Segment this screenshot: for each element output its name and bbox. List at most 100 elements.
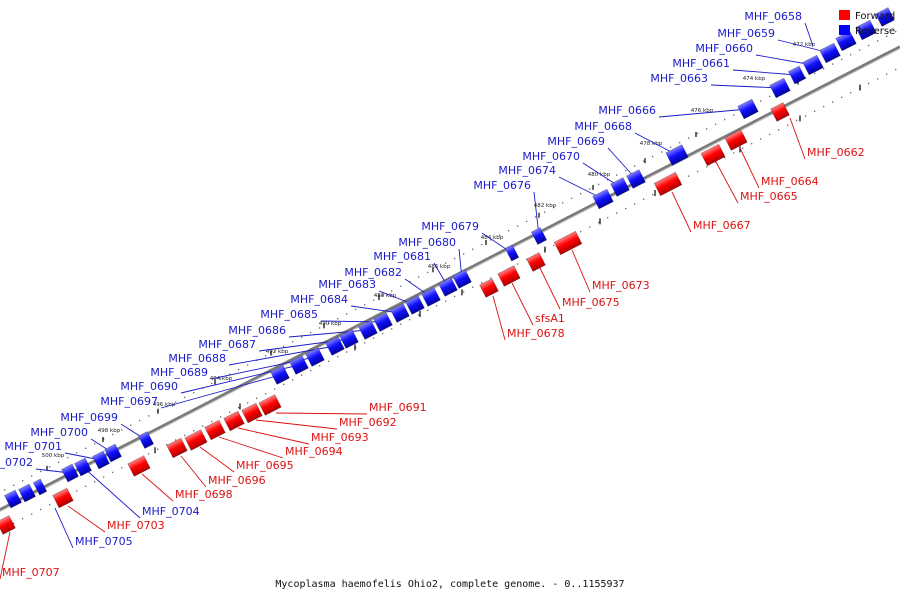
scale-label: 498 kbp — [98, 428, 121, 434]
reverse-gene-label: MHF_0683 — [318, 278, 376, 291]
reverse-gene-arrow — [452, 269, 472, 289]
reverse-gene-arrow — [592, 188, 614, 210]
forward-gene-arrow — [497, 265, 521, 287]
reverse-gene-label: MHF_0682 — [344, 266, 402, 279]
forward-gene-label: MHF_0675 — [562, 296, 620, 309]
reverse-gene-arrow — [18, 483, 36, 503]
forward-gene-arrow — [127, 455, 151, 477]
reverse-gene-arrow — [4, 489, 22, 509]
reverse-gene-label: MHF_0690 — [120, 380, 178, 393]
reverse-gene-label: MHF_0685 — [260, 308, 318, 321]
reverse-gene-arrow — [665, 144, 689, 166]
reverse-gene-label: MHF_0674 — [498, 164, 556, 177]
reverse-gene-label: MHF_0660 — [695, 42, 753, 55]
reverse-gene-arrow — [305, 347, 325, 367]
reverse-gene-label: MHF_0687 — [198, 338, 256, 351]
reverse-gene-arrow — [358, 320, 378, 340]
reverse-gene-arrow — [626, 169, 646, 189]
scale-label: 480 kbp — [588, 172, 611, 178]
reverse-gene-arrow — [504, 244, 520, 262]
reverse-gene-arrow — [289, 355, 309, 375]
forward-gene-label: MHF_0665 — [740, 190, 798, 203]
gene-arrows — [0, 7, 895, 535]
reverse-gene-arrow — [32, 478, 48, 496]
reverse-gene-label: MHF_0663 — [650, 72, 708, 85]
legend-forward-label: Forward — [855, 11, 895, 22]
reverse-gene-arrow — [61, 463, 79, 483]
reverse-gene-arrow — [390, 303, 410, 323]
reverse-gene-arrow — [421, 287, 441, 307]
forward-gene-label: MHF_0694 — [285, 445, 343, 458]
forward-gene-arrow — [653, 171, 683, 197]
forward-gene-arrow — [166, 437, 188, 459]
scale-label: 484 kbp — [481, 235, 504, 241]
reverse-gene-arrow — [405, 295, 425, 315]
reverse-gene-label: MHF_0661 — [672, 57, 730, 70]
forward-gene-arrow — [724, 129, 748, 151]
forward-gene-label: MHF_0698 — [175, 488, 233, 501]
scale-label: 476 kbp — [691, 108, 714, 114]
legend-reverse-swatch — [839, 25, 850, 35]
reverse-gene-label: MHF_0681 — [373, 250, 431, 263]
scale-label: 492 kbp — [266, 349, 289, 355]
forward-gene-label: MHF_0667 — [693, 219, 751, 232]
scale-label: 482 kbp — [534, 203, 557, 209]
scale-label: 478 kbp — [640, 141, 663, 147]
reverse-gene-label: MHF_0658 — [744, 10, 802, 23]
reverse-gene-arrow — [92, 450, 110, 470]
reverse-gene-label: MHF_0701 — [4, 440, 62, 453]
reverse-gene-label: MHF_0680 — [398, 236, 456, 249]
reverse-gene-label: MHF_0700 — [30, 426, 88, 439]
reverse-gene-label: MHF_0689 — [150, 366, 208, 379]
scale-label: 486 kbp — [428, 264, 451, 270]
reverse-gene-arrow — [855, 19, 877, 41]
forward-gene-arrow — [184, 429, 208, 451]
forward-gene-arrow — [204, 419, 226, 441]
forward-gene-arrow — [52, 487, 74, 509]
reverse-gene-arrow — [610, 177, 630, 197]
forward-gene-arrow — [479, 278, 499, 298]
reverse-gene-arrow — [438, 277, 458, 297]
forward-gene-label: MHF_0695 — [236, 459, 294, 472]
scale-labels: 472 kbp 474 kbp 476 kbp 478 kbp 480 kbp 482 k… — [42, 42, 816, 459]
forward-gene-label: MHF_0693 — [311, 431, 369, 444]
reverse-gene-label: MHF_0699 — [60, 411, 118, 424]
reverse-gene-arrow — [104, 443, 122, 463]
reverse-gene-label: MHF_0659 — [717, 27, 775, 40]
forward-gene-arrow — [0, 515, 16, 535]
legend: Forward Reverse — [839, 10, 895, 37]
scale-label: 490 kbp — [319, 321, 342, 327]
reverse-gene-label: MHF_0688 — [168, 352, 226, 365]
reverse-gene-arrow — [769, 77, 791, 99]
forward-gene-label: MHF_0692 — [339, 416, 397, 429]
reverse-gene-arrow — [373, 312, 393, 332]
forward-gene-label: MHF_0664 — [761, 175, 819, 188]
reverse-gene-arrow — [270, 365, 290, 385]
legend-forward-swatch — [839, 10, 850, 20]
reverse-gene-arrow — [819, 42, 841, 64]
forward-gene-label: sfsA1 — [535, 312, 565, 325]
forward-gene-arrow — [553, 230, 583, 256]
legend-reverse-label: Reverse — [855, 26, 895, 37]
reverse-gene-arrow — [530, 227, 548, 245]
reverse-gene-arrow — [788, 65, 806, 85]
forward-gene-label: MHF_0696 — [208, 474, 266, 487]
gene-labels: MHF_0658 MHF_0659 MHF_0660 MHF_0661 MHF_0663… — [0, 10, 865, 579]
scale-label: 500 kbp — [42, 453, 65, 459]
reverse-gene-label: MHF_0669 — [547, 135, 605, 148]
forward-gene-label: MHF_0703 — [107, 519, 165, 532]
reverse-gene-arrow — [875, 7, 895, 27]
reverse-gene-label: MHF_0697 — [100, 395, 158, 408]
reverse-gene-label: MHF_0686 — [228, 324, 286, 337]
reverse-gene-label: MHF_0679 — [421, 220, 479, 233]
reverse-gene-arrow — [737, 98, 759, 120]
forward-gene-arrow — [700, 143, 726, 167]
reverse-gene-label: MHF_0670 — [522, 150, 580, 163]
reverse-gene-label: MHF_0702 — [0, 456, 33, 469]
forward-gene-label: MHF_0673 — [592, 279, 650, 292]
reverse-gene-label: MHF_0668 — [574, 120, 632, 133]
forward-gene-arrow — [223, 410, 245, 432]
scale-label: 496 kbp — [153, 402, 176, 408]
reverse-gene-label: MHF_0676 — [473, 179, 531, 192]
